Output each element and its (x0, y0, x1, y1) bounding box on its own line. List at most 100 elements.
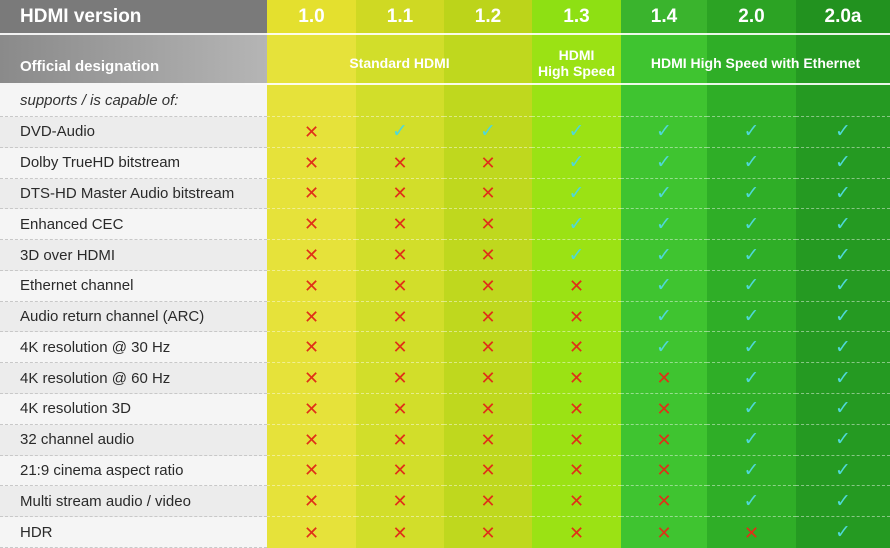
support-cell: ✕ (267, 517, 356, 548)
support-cell: ✓ (796, 302, 890, 333)
support-cell: ✓ (796, 271, 890, 302)
cross-icon: ✕ (568, 429, 585, 450)
cross-icon: ✕ (392, 368, 408, 389)
supports-row-spacer (532, 85, 621, 117)
support-cell: ✓ (707, 209, 796, 241)
check-icon: ✓ (743, 182, 760, 204)
check-icon: ✓ (835, 336, 851, 358)
check-icon: ✓ (835, 490, 851, 512)
cross-icon: ✕ (656, 398, 672, 419)
support-cell: ✓ (796, 240, 890, 271)
support-cell: ✓ (707, 363, 796, 395)
version-column-background (707, 35, 796, 548)
support-cell: ✕ (444, 363, 532, 395)
cross-icon: ✕ (480, 152, 496, 173)
support-cell: ✕ (444, 394, 532, 425)
version-header: 1.1 (356, 0, 444, 35)
support-cell: ✓ (707, 332, 796, 364)
cross-icon: ✕ (656, 491, 672, 512)
support-cell: ✕ (621, 456, 707, 487)
support-cell: ✕ (267, 394, 356, 425)
feature-label: Multi stream audio / video (0, 486, 267, 518)
support-cell: ✕ (267, 456, 356, 487)
feature-label: Dolby TrueHD bitstream (0, 147, 267, 179)
support-cell: ✕ (444, 271, 532, 302)
support-cell: ✕ (621, 517, 707, 548)
cross-icon: ✕ (392, 429, 408, 450)
supports-row-spacer (356, 85, 444, 117)
cross-icon: ✕ (480, 183, 496, 204)
support-cell: ✓ (796, 332, 890, 364)
cross-icon: ✕ (303, 214, 320, 235)
cross-icon: ✕ (656, 522, 672, 543)
support-cell: ✓ (444, 117, 532, 148)
cross-icon: ✕ (303, 429, 320, 450)
support-cell: ✓ (356, 117, 444, 148)
support-cell: ✓ (621, 240, 707, 271)
support-cell: ✕ (532, 456, 621, 487)
cross-icon: ✕ (303, 306, 320, 327)
support-cell: ✕ (532, 517, 621, 548)
support-cell: ✕ (267, 148, 356, 179)
support-cell: ✓ (707, 302, 796, 333)
cross-icon: ✕ (303, 491, 320, 512)
check-icon: ✓ (835, 398, 851, 420)
support-cell: ✕ (356, 302, 444, 333)
check-icon: ✓ (743, 336, 760, 358)
check-icon: ✓ (743, 429, 760, 451)
support-cell: ✓ (796, 456, 890, 487)
support-cell: ✓ (796, 209, 890, 241)
check-icon: ✓ (743, 213, 760, 235)
support-cell: ✓ (707, 394, 796, 425)
support-cell: ✓ (796, 117, 890, 148)
cross-icon: ✕ (743, 522, 760, 543)
cross-icon: ✕ (656, 368, 672, 389)
check-icon: ✓ (743, 459, 760, 481)
cross-icon: ✕ (392, 522, 408, 543)
cross-icon: ✕ (392, 152, 408, 173)
cross-icon: ✕ (568, 522, 585, 543)
cross-icon: ✕ (392, 214, 408, 235)
cross-icon: ✕ (303, 183, 320, 204)
support-cell: ✓ (707, 456, 796, 487)
cross-icon: ✕ (480, 337, 496, 358)
support-cell: ✕ (621, 394, 707, 425)
cross-icon: ✕ (303, 337, 320, 358)
check-icon: ✓ (656, 244, 672, 266)
cross-icon: ✕ (303, 275, 320, 296)
support-cell: ✕ (267, 117, 356, 148)
support-cell: ✓ (796, 394, 890, 425)
support-cell: ✓ (707, 271, 796, 302)
support-cell: ✕ (707, 517, 796, 548)
support-cell: ✕ (267, 240, 356, 271)
cross-icon: ✕ (568, 398, 585, 419)
support-cell: ✓ (621, 332, 707, 364)
version-header: 2.0a (796, 0, 890, 35)
cross-icon: ✕ (392, 183, 408, 204)
support-cell: ✕ (267, 363, 356, 395)
cross-icon: ✕ (303, 245, 320, 266)
support-cell: ✕ (356, 148, 444, 179)
support-cell: ✓ (621, 271, 707, 302)
support-cell: ✕ (444, 148, 532, 179)
support-cell: ✕ (621, 363, 707, 395)
check-icon: ✓ (743, 490, 760, 512)
feature-label: Ethernet channel (0, 270, 267, 302)
support-cell: ✓ (707, 240, 796, 271)
check-icon: ✓ (392, 121, 408, 143)
feature-label: HDR (0, 517, 267, 548)
feature-label: 4K resolution @ 30 Hz (0, 332, 267, 364)
cross-icon: ✕ (480, 460, 496, 481)
version-column-background (532, 35, 621, 548)
cross-icon: ✕ (303, 152, 320, 173)
support-cell: ✓ (532, 117, 621, 148)
support-cell: ✓ (621, 117, 707, 148)
support-cell: ✓ (532, 209, 621, 241)
support-cell: ✓ (796, 179, 890, 210)
support-cell: ✓ (796, 148, 890, 179)
support-cell: ✕ (356, 425, 444, 456)
support-cell: ✕ (444, 240, 532, 271)
support-cell: ✕ (356, 209, 444, 241)
table-title: HDMI version (0, 0, 267, 35)
